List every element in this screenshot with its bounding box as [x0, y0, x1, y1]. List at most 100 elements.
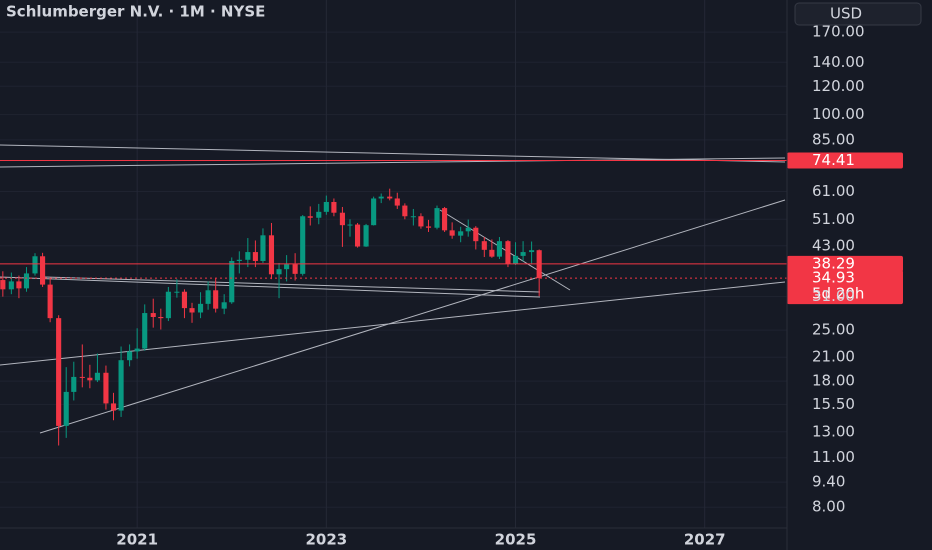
candle-body — [425, 226, 432, 228]
trend-line — [439, 209, 571, 291]
candle-body — [47, 284, 53, 319]
candle-body — [174, 291, 180, 293]
price-label: 38.29 — [812, 254, 855, 272]
candle-body — [236, 259, 242, 261]
candle-body — [489, 249, 495, 257]
candle-body — [363, 225, 369, 247]
grid — [0, 0, 787, 528]
candle-body — [94, 372, 100, 381]
y-tick-label: 51.00 — [812, 210, 855, 228]
y-tick-label: 11.00 — [812, 448, 855, 466]
y-tick-label: 43.00 — [812, 236, 855, 254]
candle-body — [189, 308, 195, 313]
candle-body — [134, 348, 140, 352]
candle-body — [118, 360, 124, 411]
drawings — [0, 144, 786, 434]
x-tick-label: 2027 — [684, 531, 726, 549]
candle-body — [496, 241, 503, 257]
candle-body — [23, 273, 30, 289]
y-tick-label: 31.00 — [812, 287, 855, 305]
candle-body — [347, 224, 353, 226]
y-tick-label: 9.40 — [812, 473, 845, 491]
x-tick-label: 2021 — [116, 531, 158, 549]
candle-body — [252, 252, 258, 261]
trend-line — [0, 276, 541, 298]
candle-body — [181, 291, 188, 309]
candle-body — [410, 216, 416, 218]
candle-body — [434, 208, 440, 228]
candle-body — [0, 280, 6, 290]
candle-body — [339, 212, 345, 226]
y-tick-label: 18.00 — [812, 372, 855, 390]
candle-body — [505, 241, 511, 264]
candle-body — [465, 227, 471, 232]
candle-body — [110, 403, 117, 411]
candle-body — [371, 198, 377, 226]
candle-body — [458, 231, 464, 236]
x-tick-label: 2023 — [305, 531, 347, 549]
candle-body — [103, 372, 109, 404]
y-tick-label: 21.00 — [812, 348, 855, 366]
price-label: 74.41 — [812, 151, 855, 169]
candle-body — [284, 264, 290, 270]
candle-body — [142, 313, 148, 349]
candle-body — [87, 377, 93, 381]
candle-body — [40, 256, 46, 285]
candle-body — [150, 313, 156, 317]
candle-body — [197, 303, 204, 313]
last-price-box — [787, 270, 903, 305]
trend-line — [39, 199, 786, 434]
trend-line — [0, 157, 786, 168]
candle-body — [387, 196, 393, 199]
candle-body — [221, 302, 227, 309]
candle-body — [276, 269, 282, 275]
candle-body — [316, 211, 322, 218]
candle-body — [56, 318, 62, 426]
price-label-box — [787, 152, 903, 169]
candle-body — [449, 230, 455, 236]
y-tick-label: 13.00 — [812, 422, 855, 440]
candle-body — [402, 205, 408, 217]
y-tick-label: 100.00 — [812, 105, 865, 123]
candle-body — [512, 255, 519, 264]
currency-label[interactable]: USD — [830, 5, 862, 23]
chart-title: Schlumberger N.V. · 1M · NYSE — [6, 3, 265, 21]
trend-line — [0, 281, 786, 366]
candle-body — [71, 376, 77, 392]
candle-body — [245, 252, 251, 260]
candle-body — [354, 224, 361, 247]
trend-line — [44, 276, 541, 293]
y-tick-label: 120.00 — [812, 77, 865, 95]
candle-body — [229, 260, 235, 303]
candle-body — [442, 208, 448, 231]
candle-body — [63, 391, 69, 426]
candle-body — [300, 216, 306, 274]
candle-body — [32, 256, 38, 274]
y-tick-label: 25.00 — [812, 321, 855, 339]
currency-button[interactable] — [794, 2, 922, 26]
candle-body — [307, 216, 313, 218]
candle-body — [378, 196, 384, 199]
candles — [0, 188, 542, 446]
x-tick-label: 2025 — [495, 531, 537, 549]
candle-body — [473, 227, 479, 242]
candle-body — [165, 291, 171, 319]
candle-body — [418, 216, 424, 227]
y-tick-label: 85.00 — [812, 130, 855, 148]
y-tick-label: 140.00 — [812, 53, 865, 71]
y-tick-label: 61.00 — [812, 182, 855, 200]
candle-body — [16, 281, 22, 289]
y-tick-label: 8.00 — [812, 498, 845, 516]
candle-body — [331, 201, 337, 213]
candle-body — [8, 281, 14, 290]
candle-body — [79, 376, 85, 378]
candle-body — [205, 290, 211, 304]
candle-body — [127, 351, 133, 361]
candle-body — [158, 316, 164, 319]
last-price-label: 34.93 — [812, 269, 855, 287]
countdown-label: 5d 20h — [812, 285, 864, 303]
candle-body — [394, 198, 400, 206]
